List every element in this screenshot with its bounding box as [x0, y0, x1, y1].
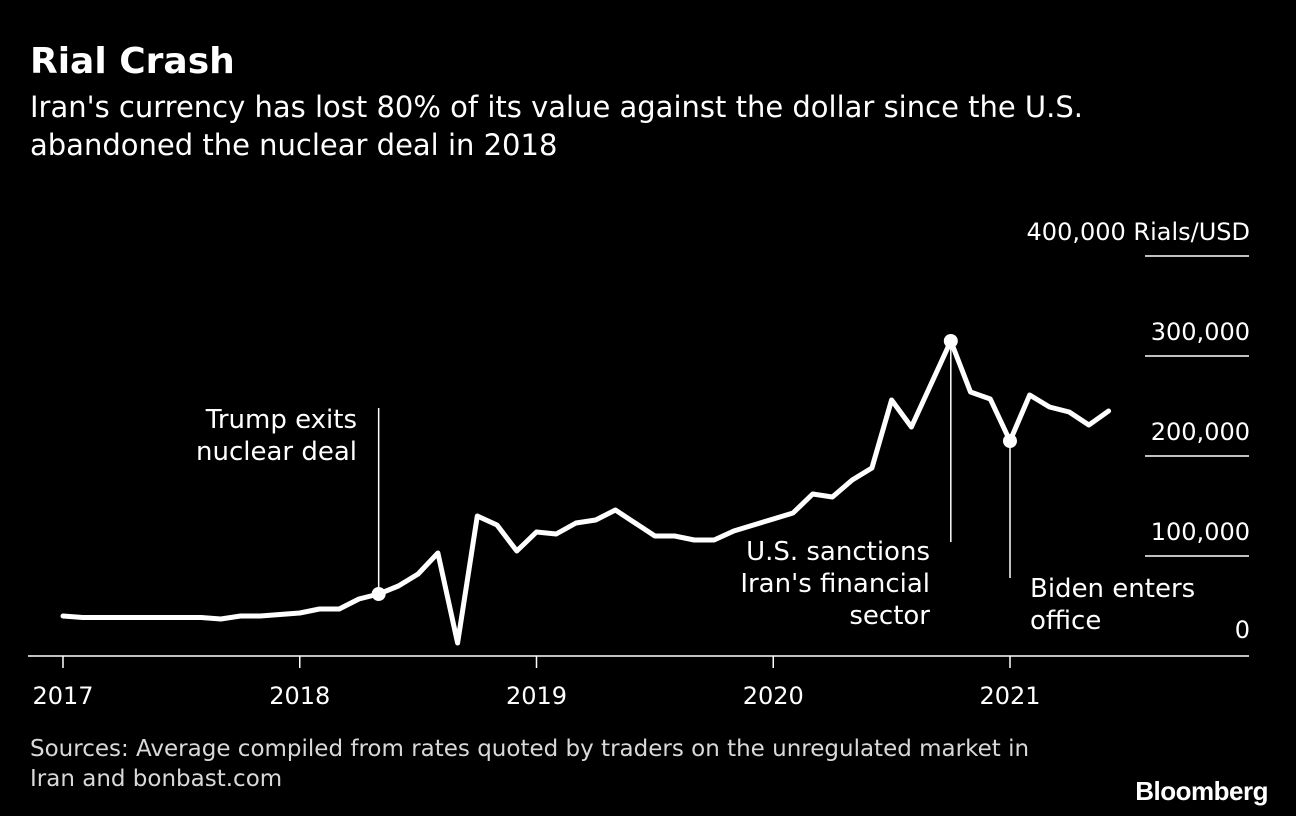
y-tick-label: 200,000 — [1151, 418, 1250, 446]
y-tick-label: 100,000 — [1151, 518, 1250, 546]
x-tick-label: 2017 — [32, 682, 93, 710]
x-tick-label: 2018 — [269, 682, 330, 710]
annotation-label: U.S. sanctions Iran's financial sector — [740, 537, 930, 631]
annotation-marker — [943, 334, 958, 348]
source-note: Sources: Average compiled from rates quo… — [30, 736, 1030, 792]
annotation-label: Trump exits nuclear deal — [196, 405, 357, 467]
x-tick-label: 2019 — [506, 682, 567, 710]
chart-title: Rial Crash — [30, 41, 235, 82]
bloomberg-logo: Bloomberg — [1135, 776, 1268, 806]
rial-usd-series-line — [60, 338, 1112, 646]
annotation-marker — [371, 587, 386, 601]
y-tick-label: 300,000 — [1151, 318, 1250, 346]
y-tick-label: 0 — [1235, 616, 1250, 644]
x-tick-label: 2020 — [743, 682, 804, 710]
x-tick-label: 2021 — [979, 682, 1040, 710]
annotation-marker — [1003, 434, 1017, 448]
chart-subtitle: Iran's currency has lost 80% of its valu… — [30, 90, 1084, 162]
annotation-label: Biden enters office — [1030, 574, 1195, 636]
y-tick-label: 400,000 Rials/USD — [1027, 218, 1250, 246]
